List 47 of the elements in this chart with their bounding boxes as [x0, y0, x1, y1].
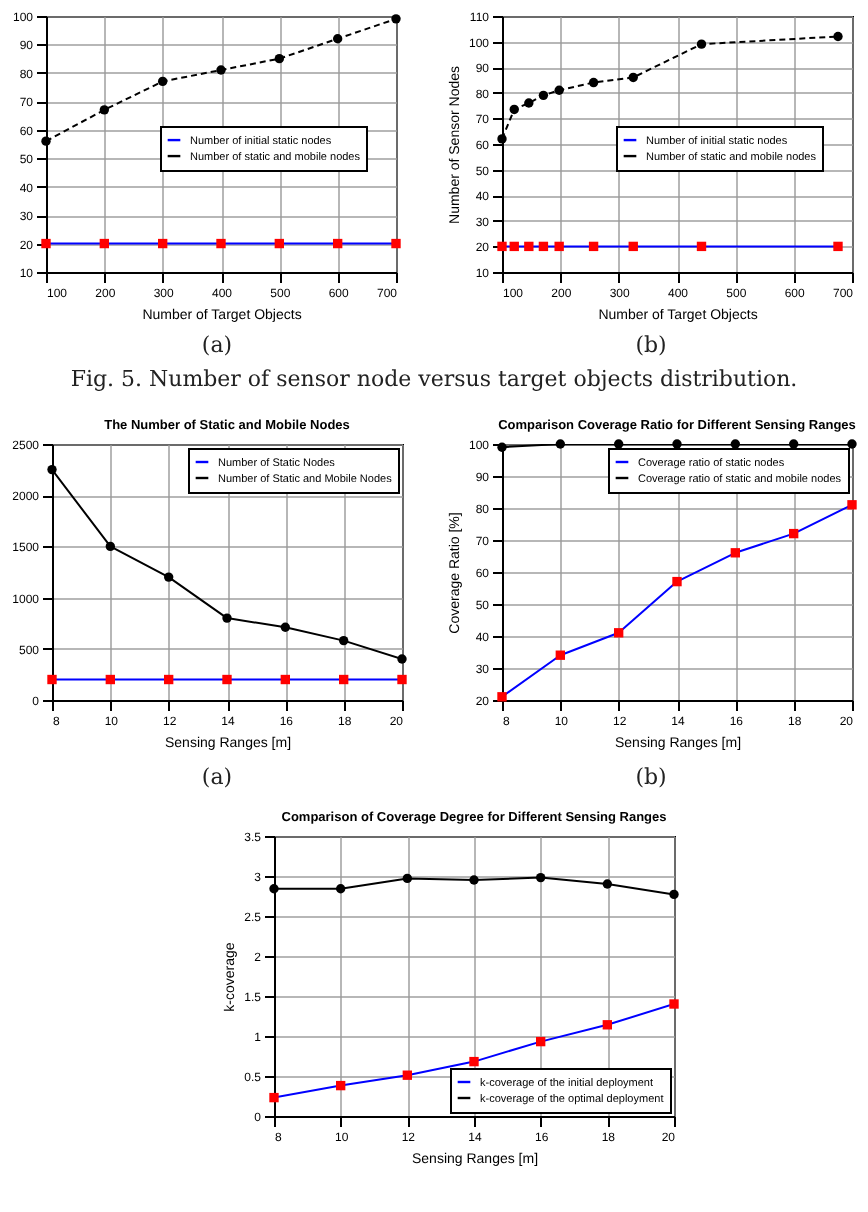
point [730, 439, 741, 449]
point [105, 674, 116, 685]
point [280, 622, 291, 632]
point [402, 1070, 413, 1080]
text: (a) [199, 332, 235, 358]
point [469, 1056, 479, 1067]
text: (a) [199, 764, 235, 790]
point [613, 439, 624, 449]
text: (b) [633, 764, 669, 790]
point [555, 650, 566, 660]
point [222, 674, 232, 685]
point [397, 674, 407, 685]
point [335, 1080, 346, 1091]
point [535, 1036, 546, 1047]
point [535, 872, 546, 883]
point [280, 674, 291, 685]
point [788, 528, 799, 539]
point [672, 576, 682, 587]
point [672, 439, 682, 449]
point [397, 654, 407, 664]
point [602, 879, 613, 889]
point [338, 635, 349, 646]
point [402, 873, 413, 884]
point [163, 674, 174, 685]
point [497, 692, 507, 702]
point [47, 674, 57, 685]
point [497, 442, 507, 452]
caption: Fig. 5. Number of sensor node versus target objects distribution. [68, 366, 800, 392]
point [669, 889, 679, 900]
point [555, 439, 566, 449]
point [469, 875, 479, 885]
point [269, 884, 279, 894]
point [730, 548, 741, 558]
point [335, 884, 346, 894]
point [338, 674, 349, 685]
point [47, 464, 57, 475]
point [669, 999, 679, 1009]
point [847, 439, 857, 449]
point [222, 613, 232, 623]
point [269, 1092, 279, 1103]
text: (b) [633, 332, 669, 358]
point [613, 628, 624, 638]
point [847, 500, 857, 510]
point [788, 439, 799, 449]
point [105, 541, 116, 552]
point [602, 1020, 613, 1030]
point [163, 572, 174, 582]
